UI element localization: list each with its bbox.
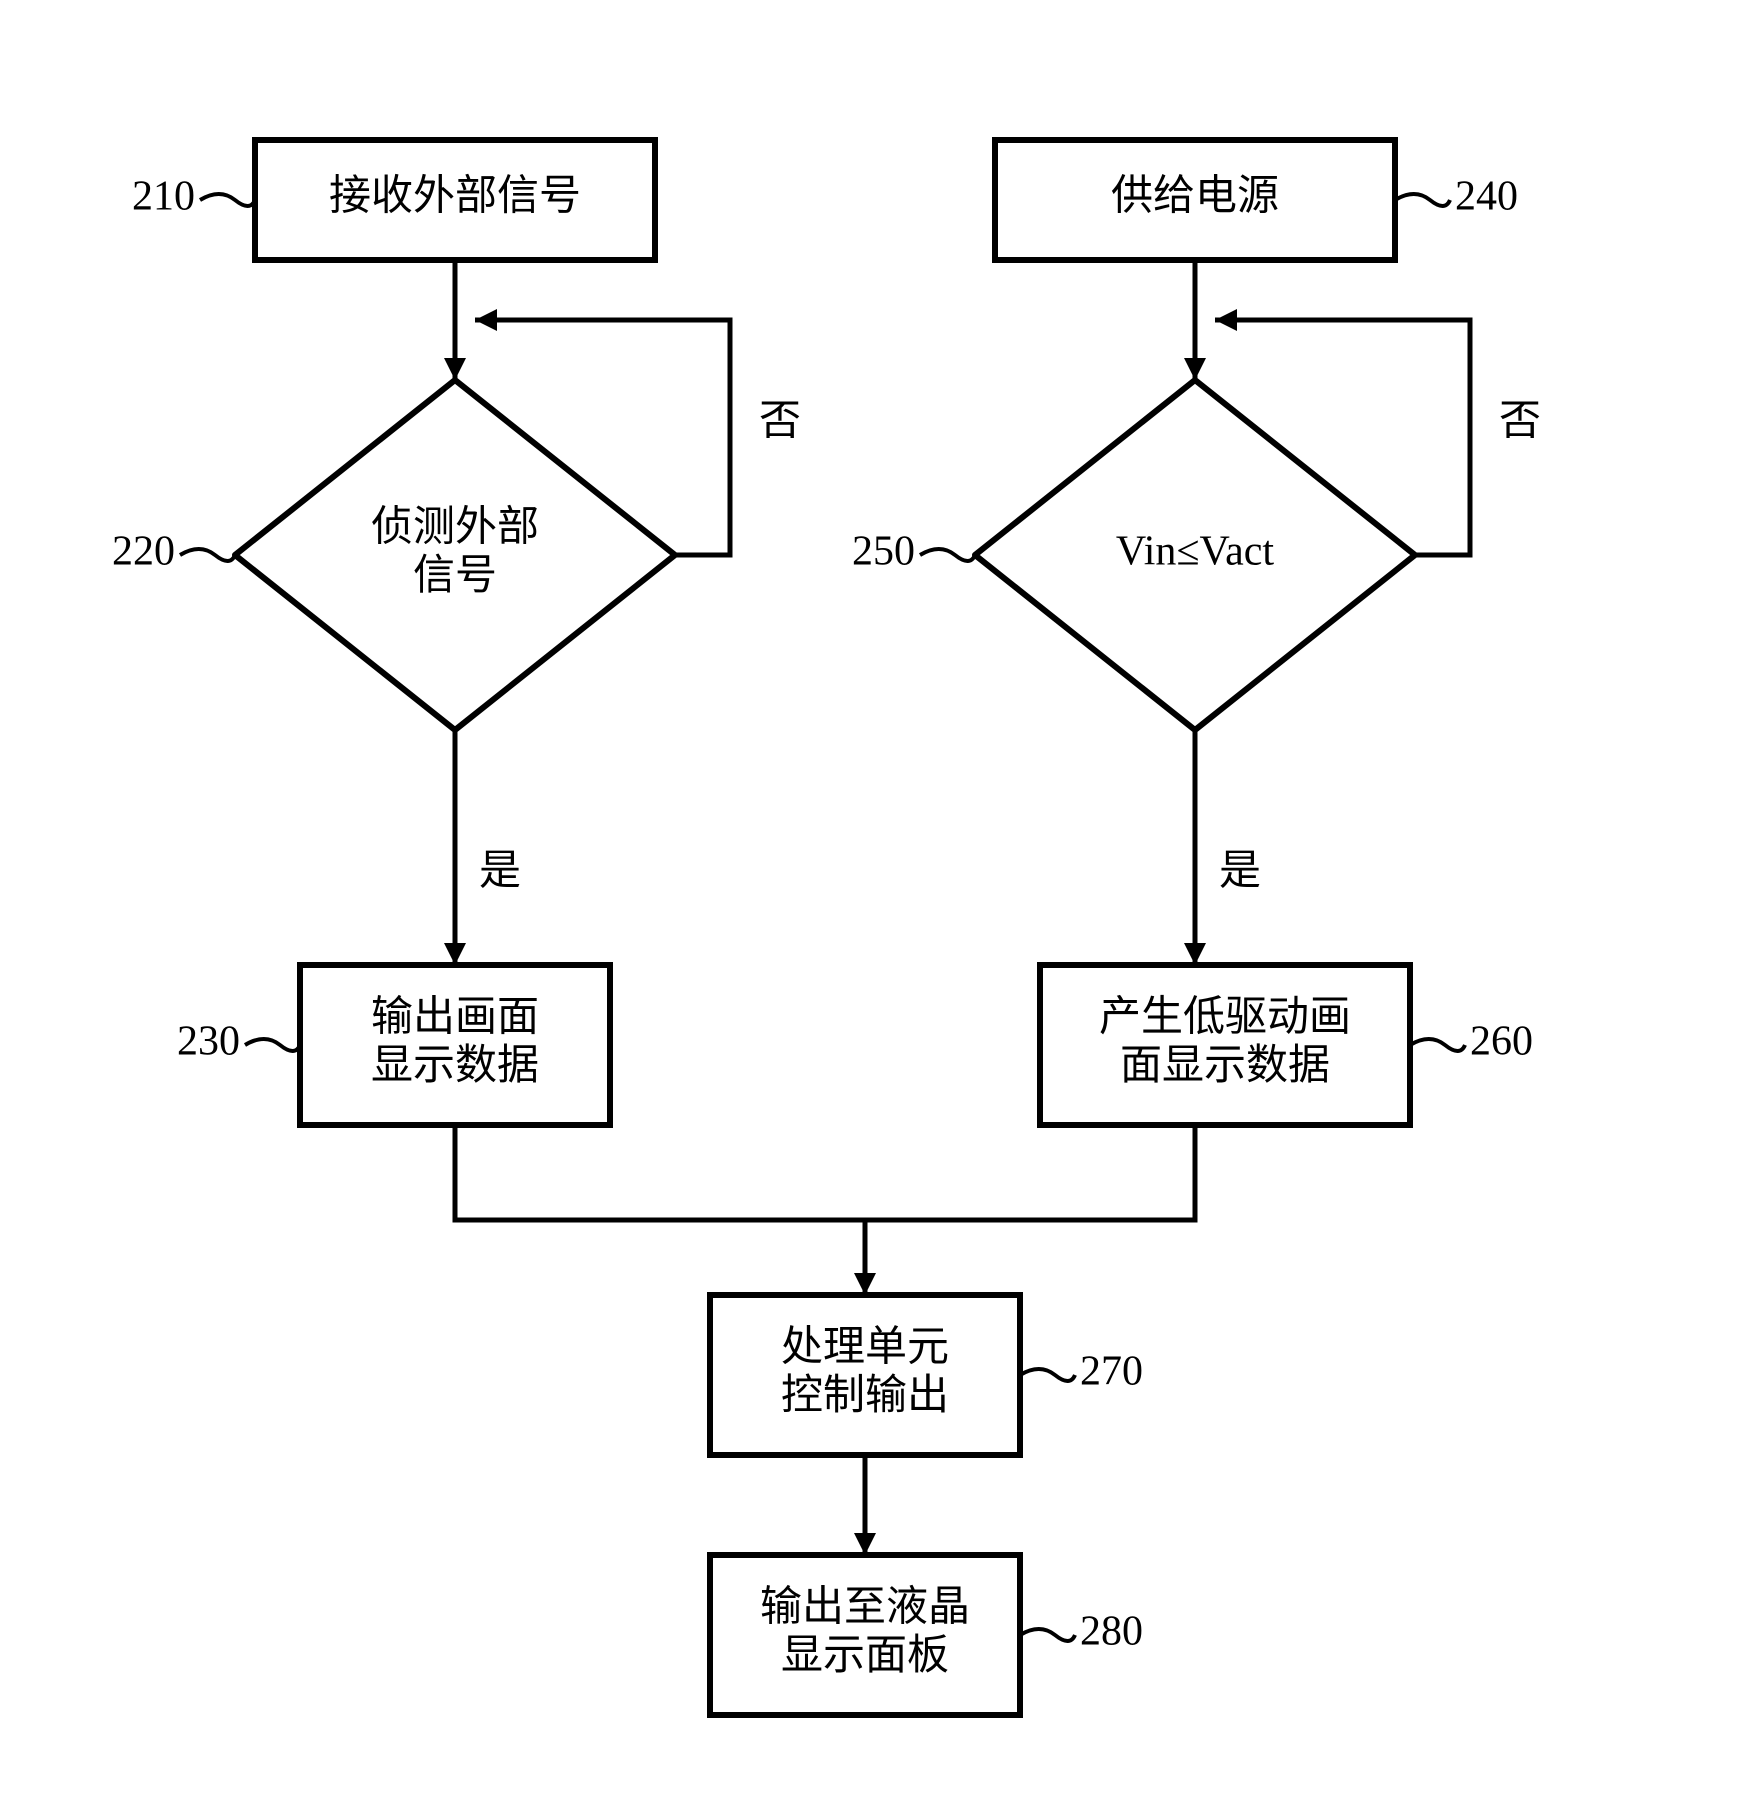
node-n270: 处理单元控制输出 270	[710, 1295, 1143, 1455]
node-n280: 输出至液晶显示面板 280	[710, 1555, 1143, 1715]
e220-no-arrow	[475, 309, 497, 331]
label-no_left: 否	[759, 399, 801, 445]
node-n260-text-0: 产生低驱动画	[1099, 994, 1351, 1040]
ref-210: 210	[132, 174, 195, 220]
ref-tick-220	[180, 549, 235, 561]
e250-no-arrow	[1215, 309, 1237, 331]
node-n210: 接收外部信号 210	[132, 140, 655, 260]
node-n230-text-0: 输出画面	[371, 994, 539, 1040]
e220-230-arrow	[444, 943, 466, 965]
node-n270-text-0: 处理单元	[781, 1324, 949, 1370]
node-n220-text-1: 信号	[413, 553, 497, 599]
node-n250: Vin≤Vact 250	[852, 380, 1415, 730]
label-yes_left: 是	[479, 849, 521, 895]
ref-250: 250	[852, 529, 915, 575]
node-n230-text-1: 显示数据	[371, 1043, 539, 1089]
node-n280-text-1: 显示面板	[781, 1633, 949, 1679]
node-n220: 侦测外部信号 220	[112, 380, 675, 730]
ref-240: 240	[1455, 174, 1518, 220]
ref-tick-230	[245, 1039, 300, 1051]
e230-270-arrow	[854, 1273, 876, 1295]
node-n220-text-0: 侦测外部	[371, 504, 539, 550]
node-n260-text-1: 面显示数据	[1120, 1043, 1330, 1089]
ref-270: 270	[1080, 1349, 1143, 1395]
ref-260: 260	[1470, 1019, 1533, 1065]
node-n240-text-0: 供给电源	[1111, 174, 1279, 220]
ref-tick-260	[1410, 1039, 1465, 1051]
e240-250-arrow	[1184, 358, 1206, 380]
node-n250-text-0: Vin≤Vact	[1116, 529, 1274, 575]
node-n240: 供给电源 240	[995, 140, 1518, 260]
e250-260-arrow	[1184, 943, 1206, 965]
ref-tick-280	[1020, 1629, 1075, 1641]
ref-tick-250	[920, 549, 975, 561]
ref-tick-210	[200, 194, 255, 206]
e210-220-arrow	[444, 358, 466, 380]
node-n230: 输出画面显示数据 230	[177, 965, 610, 1125]
ref-230: 230	[177, 1019, 240, 1065]
node-n280-text-0: 输出至液晶	[760, 1584, 970, 1630]
e260-270	[865, 1125, 1195, 1220]
ref-220: 220	[112, 529, 175, 575]
ref-280: 280	[1080, 1609, 1143, 1655]
ref-tick-240	[1395, 194, 1450, 206]
node-n270-text-1: 控制输出	[781, 1373, 949, 1419]
ref-tick-270	[1020, 1369, 1075, 1381]
node-n260: 产生低驱动画面显示数据 260	[1040, 965, 1533, 1125]
node-n210-text-0: 接收外部信号	[329, 174, 581, 220]
label-yes_right: 是	[1219, 849, 1261, 895]
label-no_right: 否	[1499, 399, 1541, 445]
e230-270	[455, 1125, 865, 1295]
e270-280-arrow	[854, 1533, 876, 1555]
